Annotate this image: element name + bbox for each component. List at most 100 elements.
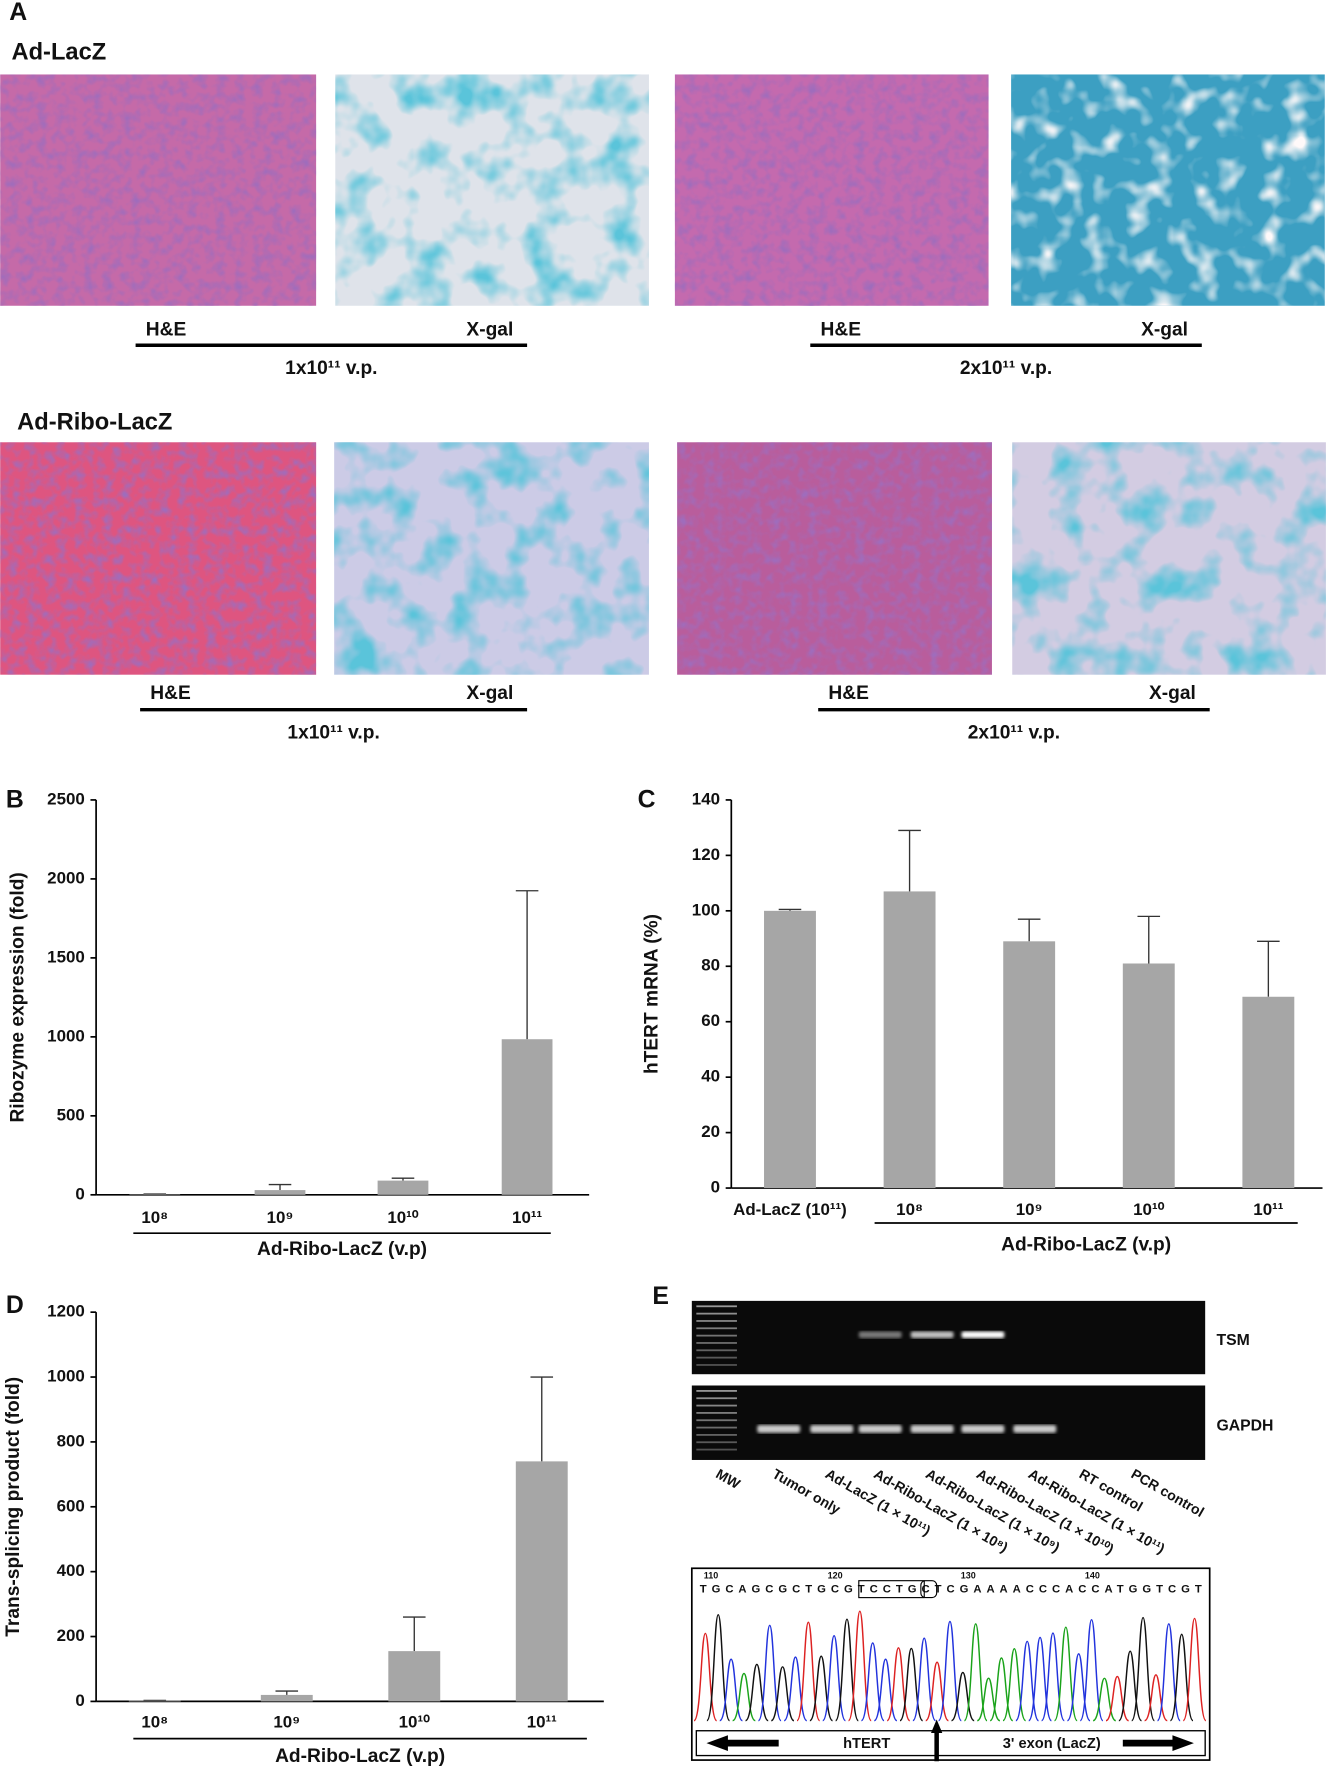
position-label: 130	[961, 1571, 976, 1581]
band	[910, 1424, 954, 1433]
y-tick-label: 1500	[47, 947, 85, 966]
band	[1013, 1424, 1057, 1433]
band	[858, 1424, 902, 1433]
x-tick-label: 10⁸	[141, 1712, 168, 1731]
lane-label: MW	[713, 1465, 743, 1492]
band	[810, 1424, 854, 1433]
ladder-band	[696, 1448, 737, 1451]
x-tick-label: 10¹⁰	[387, 1208, 418, 1227]
x-axis-label: Ad-Ribo-LacZ (v.p)	[275, 1746, 445, 1767]
x-tick-label: 10⁸	[896, 1200, 923, 1219]
micrograph-texture	[335, 74, 649, 306]
panel-letter: E	[652, 1283, 669, 1310]
y-tick-label: 120	[692, 845, 720, 864]
micrograph-texture	[0, 442, 317, 675]
x-tick-label: 10⁹	[267, 1208, 294, 1227]
ladder-band	[696, 1441, 737, 1444]
y-tick-label: 2500	[47, 789, 85, 808]
x-tick-label: 10¹¹	[527, 1712, 557, 1731]
peak	[757, 1624, 782, 1722]
y-axis-label: hTERT mRNA (%)	[641, 914, 662, 1074]
stain-label: H&E	[828, 683, 869, 704]
panel-letter: B	[6, 787, 24, 814]
band	[757, 1424, 801, 1433]
stain-label: X-gal	[466, 683, 513, 704]
band	[910, 1331, 954, 1339]
group-title: Ad-LacZ	[11, 39, 106, 65]
bar	[388, 1651, 441, 1702]
lane-label: PCR control	[1128, 1465, 1207, 1520]
ladder-band	[696, 1390, 737, 1392]
micrograph-texture	[674, 74, 989, 306]
peak	[1118, 1650, 1143, 1722]
ladder-band	[696, 1349, 737, 1352]
peak	[744, 1663, 769, 1722]
panel-letter: A	[9, 0, 27, 26]
dose-label: 2x10¹¹ v.p.	[968, 722, 1060, 743]
y-tick-label: 20	[701, 1122, 720, 1141]
ladder-band	[696, 1419, 737, 1422]
ladder-band	[696, 1334, 737, 1337]
ladder-band	[696, 1342, 737, 1344]
gel-label: GAPDH	[1216, 1417, 1273, 1434]
x-axis-label: Ad-Ribo-LacZ (v.p)	[1001, 1235, 1171, 1256]
panel-letter: D	[6, 1292, 24, 1319]
peak	[706, 1614, 731, 1722]
bar	[254, 1190, 306, 1195]
x-tick-label: 10⁹	[1016, 1200, 1043, 1219]
bar	[260, 1694, 313, 1702]
y-tick-label: 0	[75, 1691, 84, 1710]
region-label: 3' exon (LacZ)	[1003, 1736, 1101, 1752]
x-tick-label: 10¹⁰	[399, 1712, 430, 1731]
dose-label: 1x10¹¹ v.p.	[287, 722, 379, 743]
peak	[1182, 1617, 1207, 1722]
y-tick-label: 0	[75, 1184, 84, 1203]
bar	[128, 1700, 181, 1702]
junction-arrow	[931, 1719, 943, 1762]
peak	[976, 1677, 1001, 1722]
y-tick-label: 1200	[47, 1302, 85, 1321]
y-tick-label: 600	[57, 1496, 85, 1515]
y-tick-label: 0	[711, 1178, 720, 1197]
y-tick-label: 1000	[47, 1026, 85, 1045]
ladder-band	[696, 1426, 737, 1429]
dose-label: 1x10¹¹ v.p.	[285, 358, 377, 379]
band	[858, 1331, 902, 1339]
micrograph-texture	[677, 442, 992, 675]
position-label: 120	[828, 1571, 843, 1581]
y-tick-label: 100	[692, 900, 720, 919]
peak	[1131, 1616, 1156, 1722]
x-tick-label: 10⁹	[273, 1712, 300, 1731]
y-axis-label: Ribozyme expression (fold)	[7, 872, 28, 1122]
ladder-band	[696, 1305, 737, 1308]
bar	[1003, 941, 1056, 1189]
bar	[377, 1180, 429, 1195]
bar	[883, 891, 936, 1189]
y-tick-label: 60	[701, 1011, 720, 1030]
peak	[950, 1671, 975, 1722]
y-axis-label: Trans-splicing product (fold)	[3, 1377, 24, 1637]
y-tick-label: 200	[57, 1626, 85, 1645]
y-tick-label: 2000	[47, 868, 85, 887]
stain-label: H&E	[821, 320, 862, 341]
peak	[963, 1623, 988, 1722]
bar	[515, 1461, 568, 1702]
y-tick-label: 800	[57, 1431, 85, 1450]
arrow-left	[706, 1735, 779, 1752]
stain-label: H&E	[150, 683, 191, 704]
position-label: 110	[704, 1571, 719, 1581]
peak	[731, 1672, 757, 1722]
band	[961, 1424, 1005, 1433]
peak	[925, 1661, 950, 1722]
y-tick-label: 500	[57, 1105, 85, 1124]
ladder-band	[696, 1312, 737, 1315]
gel	[691, 1385, 1206, 1460]
ladder-band	[696, 1327, 737, 1330]
micrograph-texture	[1012, 442, 1326, 675]
region-box	[695, 1730, 1206, 1757]
x-tick-label: 10⁸	[141, 1208, 168, 1227]
x-tick-label: 10¹¹	[512, 1208, 542, 1227]
x-tick-label: Ad-LacZ (10¹¹)	[733, 1200, 847, 1219]
chromatogram-box	[690, 1567, 1211, 1761]
